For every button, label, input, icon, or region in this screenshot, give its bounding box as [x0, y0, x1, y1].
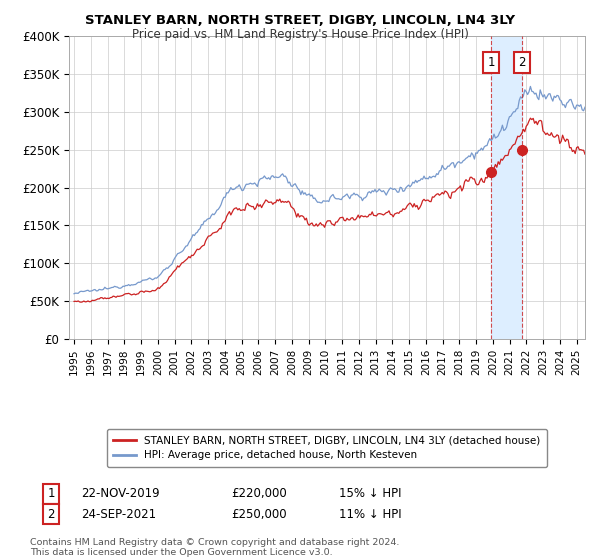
- Text: 11% ↓ HPI: 11% ↓ HPI: [339, 507, 401, 521]
- Text: £250,000: £250,000: [231, 507, 287, 521]
- Text: STANLEY BARN, NORTH STREET, DIGBY, LINCOLN, LN4 3LY: STANLEY BARN, NORTH STREET, DIGBY, LINCO…: [85, 14, 515, 27]
- Text: Price paid vs. HM Land Registry's House Price Index (HPI): Price paid vs. HM Land Registry's House …: [131, 28, 469, 41]
- Text: 2: 2: [518, 57, 526, 69]
- Bar: [491, 36, 522, 339]
- Text: 1: 1: [47, 487, 55, 501]
- Text: 24-SEP-2021: 24-SEP-2021: [81, 507, 156, 521]
- Text: £220,000: £220,000: [231, 487, 287, 501]
- Text: 15% ↓ HPI: 15% ↓ HPI: [339, 487, 401, 501]
- Text: 2: 2: [47, 507, 55, 521]
- Text: 22-NOV-2019: 22-NOV-2019: [81, 487, 160, 501]
- Legend: STANLEY BARN, NORTH STREET, DIGBY, LINCOLN, LN4 3LY (detached house), HPI: Avera: STANLEY BARN, NORTH STREET, DIGBY, LINCO…: [107, 429, 547, 466]
- Text: 1: 1: [487, 57, 495, 69]
- Text: Contains HM Land Registry data © Crown copyright and database right 2024.
This d: Contains HM Land Registry data © Crown c…: [30, 538, 400, 557]
